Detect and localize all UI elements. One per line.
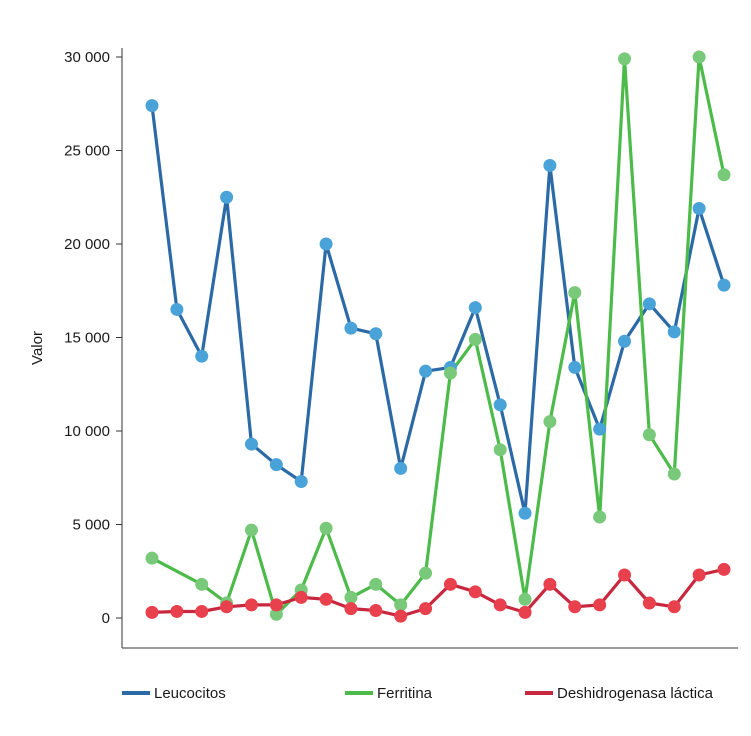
deshidrogenasa-lactica-point (294, 590, 308, 604)
ferritina-point (394, 598, 408, 612)
leucocitos-point (518, 506, 532, 520)
deshidrogenasa-lactica-point (269, 598, 283, 612)
deshidrogenasa-lactica-point (692, 568, 706, 582)
legend-item-leucocitos: Leucocitos (122, 685, 226, 702)
deshidrogenasa-lactica-point (543, 577, 557, 591)
y-tick-label: 30 000 (64, 49, 110, 66)
ferritina-point (543, 415, 557, 429)
leucocitos-point (543, 158, 557, 172)
ferritina-point (717, 168, 731, 182)
series-ferritina (150, 55, 726, 616)
leucocitos-point (220, 190, 234, 204)
ferritina-point (344, 590, 358, 604)
ferritina-point (369, 577, 383, 591)
deshidrogenasa-lactica-point (618, 568, 632, 582)
ferritina-point (618, 52, 632, 66)
deshidrogenasa-lactica-point (394, 609, 408, 623)
deshidrogenasa-lactica-point (717, 562, 731, 576)
legend-label: Deshidrogenasa láctica (557, 685, 714, 702)
deshidrogenasa-lactica-markers (145, 562, 731, 623)
deshidrogenasa-lactica-point (170, 604, 184, 618)
y-tick-label: 15 000 (64, 330, 110, 347)
leucocitos-point (319, 237, 333, 251)
series-leucocitos (150, 103, 726, 515)
deshidrogenasa-lactica-point (468, 585, 482, 599)
deshidrogenasa-lactica-point (568, 600, 582, 614)
deshidrogenasa-lactica-point (220, 600, 234, 614)
y-tick-label: 20 000 (64, 236, 110, 253)
leucocitos-point (618, 334, 632, 348)
ferritina-point (195, 577, 209, 591)
leucocitos-point (667, 325, 681, 339)
y-ticks: 0 5 000 10 000 15 000 20 000 25 000 30 000 (64, 49, 122, 627)
leucocitos-point (394, 461, 408, 475)
leucocitos-point (170, 302, 184, 316)
ferritina-point (145, 551, 159, 565)
ferritina-point (667, 467, 681, 481)
leucocitos-point (717, 278, 731, 292)
deshidrogenasa-lactica-point (145, 605, 159, 619)
legend-label: Ferritina (377, 685, 433, 702)
deshidrogenasa-lactica-point (369, 604, 383, 618)
ferritina-point (269, 607, 283, 621)
axes (121, 48, 738, 649)
y-tick-label: 10 000 (64, 423, 110, 440)
ferritina-point (468, 332, 482, 346)
ferritina-point (568, 286, 582, 300)
deshidrogenasa-lactica-point (518, 605, 532, 619)
y-axis-title: Valor (29, 331, 46, 365)
leucocitos-point (145, 99, 159, 113)
legend-item-deshidrogenasa-lactica: Deshidrogenasa láctica (525, 685, 714, 702)
deshidrogenasa-lactica-point (319, 592, 333, 606)
ferritina-point (319, 521, 333, 535)
leucocitos-point (419, 364, 433, 378)
legend-item-ferritina: Ferritina (345, 685, 433, 702)
leucocitos-point (269, 458, 283, 472)
ferritina-line (150, 55, 726, 616)
leucocitos-point (244, 437, 258, 451)
deshidrogenasa-lactica-line (150, 567, 726, 618)
deshidrogenasa-lactica-point (667, 600, 681, 614)
ferritina-point (493, 443, 507, 457)
ferritina-point (692, 50, 706, 64)
ferritina-point (419, 566, 433, 580)
deshidrogenasa-lactica-point (419, 602, 433, 616)
legend-label: Leucocitos (154, 685, 226, 702)
ferritina-point (642, 428, 656, 442)
leucocitos-point (195, 349, 209, 363)
ferritina-markers (145, 50, 731, 621)
ferritina-point (443, 366, 457, 380)
deshidrogenasa-lactica-point (195, 604, 209, 618)
deshidrogenasa-lactica-point (593, 598, 607, 612)
leucocitos-markers (145, 99, 731, 520)
series-deshidrogenasa-lactica (150, 567, 726, 618)
ferritina-point (593, 510, 607, 524)
leucocitos-line (150, 103, 726, 515)
leucocitos-point (468, 301, 482, 315)
deshidrogenasa-lactica-point (493, 598, 507, 612)
legend: Leucocitos Ferritina Deshidrogenasa láctic… (122, 685, 714, 702)
y-tick-label: 5 000 (72, 517, 110, 534)
deshidrogenasa-lactica-point (244, 598, 258, 612)
ferritina-point (518, 592, 532, 606)
y-tick-label: 25 000 (64, 143, 110, 160)
deshidrogenasa-lactica-point (642, 596, 656, 610)
leucocitos-point (294, 474, 308, 488)
y-tick-label: 0 (102, 610, 110, 627)
deshidrogenasa-lactica-point (443, 577, 457, 591)
deshidrogenasa-lactica-point (344, 602, 358, 616)
leucocitos-point (344, 321, 358, 335)
leucocitos-point (593, 422, 607, 436)
ferritina-point (244, 523, 258, 537)
leucocitos-point (369, 327, 383, 341)
series (145, 50, 731, 623)
leucocitos-point (568, 360, 582, 374)
leucocitos-point (493, 398, 507, 412)
leucocitos-point (692, 201, 706, 215)
leucocitos-point (642, 297, 656, 311)
